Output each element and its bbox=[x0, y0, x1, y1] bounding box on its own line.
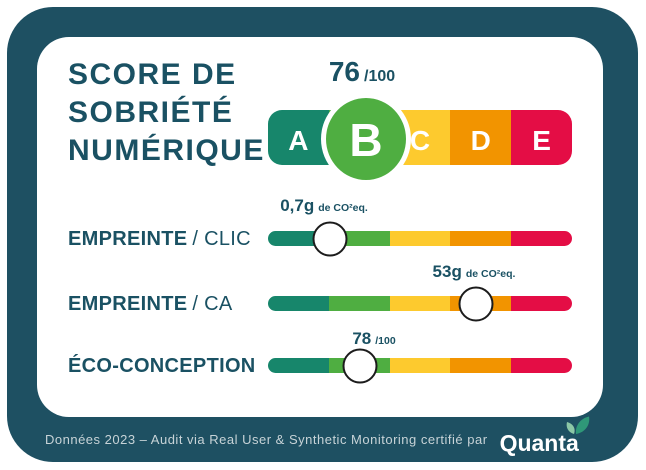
score-value: 76 bbox=[328, 56, 361, 87]
overall-score: 76 /100 bbox=[329, 56, 395, 88]
title-line-3: NUMÉRIQUE bbox=[68, 134, 265, 167]
leaf-icon bbox=[566, 416, 590, 434]
footer-note: Données 2023 – Audit via Real User & Syn… bbox=[45, 431, 488, 447]
grade-d-segment bbox=[450, 110, 512, 165]
quanta-wordmark: Quanta bbox=[499, 429, 579, 456]
gauge-ca-label: EMPREINTE / CA bbox=[68, 293, 233, 315]
gauge-eco bbox=[268, 348, 572, 383]
grade-e-segment bbox=[511, 110, 572, 165]
gauge-ca-marker bbox=[458, 286, 494, 321]
rating-scale bbox=[268, 110, 572, 165]
quanta-logo: Quanta bbox=[499, 416, 590, 456]
score-max: /100 bbox=[364, 68, 396, 85]
gauge-ca-value-unit: de CO²eq. bbox=[465, 268, 516, 280]
gauge-clic-value: 0,7g de CO²eq. bbox=[280, 196, 368, 216]
active-grade-badge: B bbox=[321, 93, 411, 185]
gauge-clic-value-unit: de CO²eq. bbox=[318, 202, 368, 214]
gauge-eco-marker bbox=[342, 348, 378, 383]
gauge-ca bbox=[268, 286, 572, 321]
gauge-eco-value-unit: /100 bbox=[375, 335, 396, 347]
gauge-clic-marker bbox=[312, 221, 348, 256]
gauge-clic bbox=[268, 221, 572, 256]
gauge-ca-value: 53g de CO²eq. bbox=[433, 262, 516, 282]
gauge-clic-label: EMPREINTE / CLIC bbox=[68, 228, 251, 250]
grade-a-segment bbox=[268, 110, 329, 165]
footer: Données 2023 – Audit via Real User & Syn… bbox=[45, 416, 620, 456]
gauge-eco-value-number: 78 bbox=[352, 329, 372, 348]
page-title: SCORE DE SOBRIÉTÉ NUMÉRIQUE bbox=[68, 56, 283, 170]
gauge-clic-value-number: 0,7g bbox=[280, 196, 315, 215]
gauge-ca-bar bbox=[268, 296, 572, 311]
gauge-eco-value: 78 /100 bbox=[352, 329, 395, 349]
gauge-ca-value-number: 53g bbox=[432, 262, 462, 281]
gauge-eco-bar bbox=[268, 358, 572, 373]
title-line-2: SOBRIÉTÉ bbox=[68, 96, 234, 129]
title-line-1: SCORE DE bbox=[68, 58, 237, 91]
gauge-eco-label: ÉCO-CONCEPTION bbox=[68, 355, 256, 377]
